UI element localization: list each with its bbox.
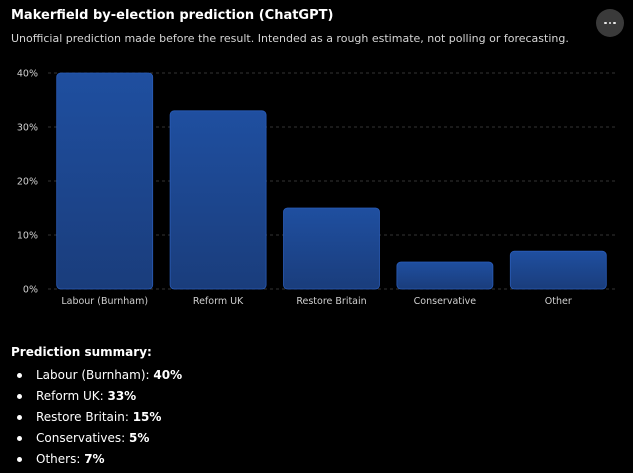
chart-subtitle: Unofficial prediction made before the re… <box>11 32 569 45</box>
summary-item: Reform UK: 33% <box>14 386 182 407</box>
y-tick-label: 0% <box>23 285 38 296</box>
summary-list: Labour (Burnham): 40% Reform UK: 33% Res… <box>14 365 182 470</box>
y-tick-label: 10% <box>17 231 38 242</box>
x-tick-label: Labour (Burnham) <box>61 296 148 307</box>
bar-conservative[interactable] <box>396 261 494 290</box>
x-tick-label: Other <box>545 296 572 307</box>
bar-reform-uk[interactable] <box>169 110 267 290</box>
bullet-icon <box>17 394 22 399</box>
bullet-icon <box>17 436 22 441</box>
summary-title: Prediction summary: <box>11 345 152 359</box>
x-axis: Labour (Burnham) Reform UK Restore Britain… <box>61 296 572 307</box>
more-horizontal-icon <box>604 21 616 25</box>
bar-labour-burnham[interactable] <box>56 72 154 290</box>
bullet-icon <box>17 373 22 378</box>
y-axis: 0% 10% 20% 30% 40% <box>17 69 38 296</box>
x-tick-label: Conservative <box>414 296 477 307</box>
bar-other[interactable] <box>509 250 607 290</box>
summary-item: Conservatives: 5% <box>14 428 182 449</box>
chart-title: Makerfield by-election prediction (ChatG… <box>11 8 334 23</box>
x-tick-label: Reform UK <box>193 296 244 307</box>
y-tick-label: 20% <box>17 177 38 188</box>
y-tick-label: 40% <box>17 69 38 80</box>
summary-item: Others: 7% <box>14 449 182 470</box>
bullet-icon <box>17 457 22 462</box>
summary-item: Restore Britain: 15% <box>14 407 182 428</box>
summary-item: Labour (Burnham): 40% <box>14 365 182 386</box>
bar-chart: 0% 10% 20% 30% 40% Labour (Burnham) Reform UK… <box>17 69 615 307</box>
x-tick-label: Restore Britain <box>296 296 366 307</box>
y-tick-label: 30% <box>17 123 38 134</box>
bars <box>56 72 607 290</box>
bullet-icon <box>17 415 22 420</box>
bar-restore-britain[interactable] <box>283 207 380 290</box>
more-options-button[interactable] <box>596 9 624 37</box>
